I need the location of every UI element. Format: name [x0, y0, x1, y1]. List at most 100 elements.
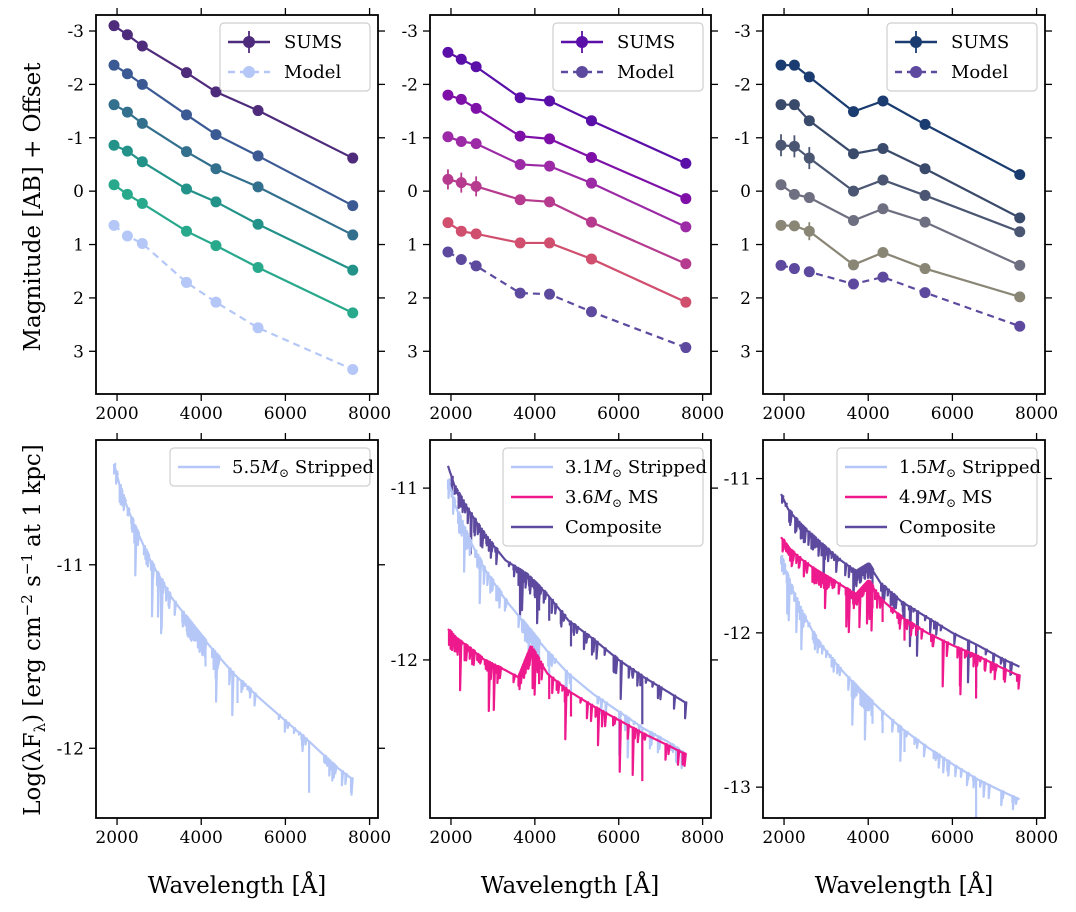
y-tick-label: 3 [73, 342, 84, 362]
y-tick-label: 0 [407, 182, 418, 202]
legend-label: 5.5M⊙ Stripped [232, 457, 374, 480]
data-point [585, 253, 597, 265]
flux-label-sup: −2 [18, 594, 36, 616]
flux-label-sub: λ [31, 722, 49, 732]
legend-kind: Composite [899, 517, 996, 538]
series-line-sums [780, 183, 1021, 267]
x-tick-label: 8000 [681, 404, 724, 424]
panel-top-right: 2000 4000 6000 8000 -3 -2 -1 0 1 2 3 SUMS Model [734, 8, 1058, 424]
data-point [514, 158, 526, 170]
y-tick-label: -12 [391, 651, 418, 671]
x-tick-label: 6000 [597, 828, 640, 848]
legend-kind: Stripped [289, 457, 374, 478]
data-point [442, 217, 454, 229]
data-point [847, 215, 859, 227]
y-tick-label: -13 [724, 778, 751, 798]
data-point [136, 237, 148, 249]
data-point [788, 188, 800, 200]
data-point [544, 196, 556, 208]
x-tick-label: 6000 [931, 828, 974, 848]
data-point [121, 106, 133, 118]
panel-frame [429, 439, 712, 819]
data-point [108, 20, 120, 32]
plot-area [780, 493, 1021, 818]
legend-label: Composite [899, 517, 996, 538]
spectrum-stripped [780, 554, 1021, 818]
data-point [514, 130, 526, 142]
legend-mass-sub: ⊙ [946, 466, 956, 480]
flux-label-part: Log(λF [20, 732, 46, 815]
data-point [180, 146, 192, 158]
legend-kind: MS [622, 487, 658, 508]
data-point [1014, 320, 1026, 332]
data-point [877, 271, 889, 283]
x-tick-label: 2000 [762, 404, 805, 424]
x-tick-label: 2000 [429, 404, 472, 424]
data-point [108, 99, 120, 111]
legend-label: Model [951, 62, 1008, 83]
x-tick-label: 2000 [95, 828, 138, 848]
data-point [347, 200, 359, 212]
data-point [775, 179, 787, 191]
panel-frame [762, 439, 1046, 819]
panel-bottom-left: 2000 4000 6000 8000 -11 -12 5.5M⊙ Stripped [57, 433, 391, 848]
plot-area [775, 59, 1026, 332]
data-point [470, 61, 482, 73]
data-point [455, 93, 467, 105]
data-point [877, 174, 889, 186]
legend-label: SUMS [617, 32, 675, 53]
plot-area [446, 465, 688, 782]
data-point [680, 258, 692, 270]
y-tick-label: 0 [740, 182, 751, 202]
flux-label-sup: −1 [18, 553, 36, 575]
legend-box [836, 447, 1038, 547]
y-tick-label: -12 [57, 739, 84, 759]
series-line-model [447, 251, 687, 349]
data-point [442, 89, 454, 101]
legend-kind: Composite [565, 517, 662, 538]
data-point [775, 59, 787, 71]
data-point [210, 86, 222, 98]
plot-area [108, 20, 359, 375]
legend-mass-sub: ⊙ [612, 496, 622, 510]
data-point [136, 40, 148, 52]
spectrum-ms [780, 536, 1021, 699]
data-point [919, 163, 931, 175]
spectrum-composite [446, 465, 688, 725]
data-point [108, 139, 120, 151]
y-tick-label: -3 [67, 22, 84, 42]
y-tick-label: -2 [734, 75, 751, 95]
data-point [919, 216, 931, 228]
data-point [121, 29, 133, 41]
panel-bottom-mid: 2000 4000 6000 8000-11-123.1M⊙ Stripped3.6M… [391, 433, 724, 848]
data-point [108, 219, 120, 231]
data-point [347, 264, 359, 276]
flux-label-part: s [20, 575, 46, 594]
series-line-sums [447, 221, 687, 304]
data-point [347, 152, 359, 164]
legend-label: Model [617, 62, 674, 83]
legend: SUMS Model [219, 22, 371, 92]
legend-mass: 4.9 [899, 487, 928, 508]
data-point [877, 95, 889, 107]
x-tick-label: 2000 [95, 404, 138, 424]
data-point [108, 179, 120, 191]
data-point [455, 136, 467, 148]
x-axis-label-middle: Wavelength [Å] [481, 871, 659, 899]
y-tick-label: -3 [401, 22, 418, 42]
series-line-sums [780, 144, 1021, 233]
data-point [919, 118, 931, 130]
data-point [803, 266, 815, 278]
legend-mass-sub: ⊙ [946, 496, 956, 510]
legend-mass: 3.1 [565, 457, 594, 478]
data-point [180, 109, 192, 121]
data-point [514, 237, 526, 249]
y-tick-label: -11 [724, 470, 751, 490]
data-point [585, 306, 597, 318]
data-point [210, 129, 222, 141]
data-point [919, 189, 931, 201]
data-point [544, 237, 556, 249]
legend-box [502, 447, 704, 547]
y-tick-label: 1 [407, 236, 418, 256]
x-tick-label: 6000 [597, 404, 640, 424]
